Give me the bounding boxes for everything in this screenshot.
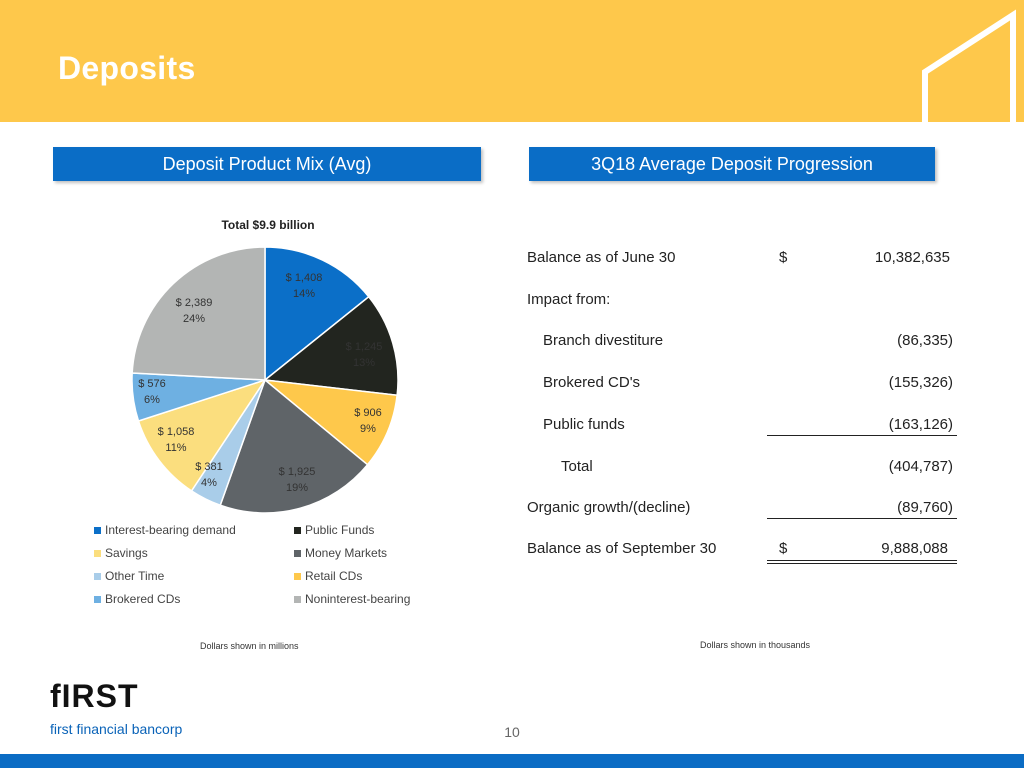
slice-percent: 9% [360, 423, 376, 435]
legend-swatch [294, 526, 301, 534]
subtotal-rule [767, 435, 957, 436]
slice-value: $ 1,058 [157, 426, 195, 438]
legend-swatch [94, 549, 101, 557]
pie-slice-interest-bearing-demand [264, 246, 370, 382]
legend-swatch [294, 595, 301, 603]
balance-sept-currency: $ [779, 540, 788, 557]
double-rule-top [767, 560, 957, 561]
slice-label-noninterest-bearing: $ 2,389 24% [168, 295, 220, 327]
branch-divestiture-value: (86,335) [897, 332, 953, 349]
legend-label: Retail CDs [305, 569, 363, 583]
slice-label-public-funds: $ 1,245 13% [340, 339, 388, 371]
total-label: Total [561, 458, 593, 475]
balance-june-value: 10,382,635 [874, 249, 950, 266]
page-number: 10 [504, 724, 520, 740]
slice-value: $ 576 [138, 378, 166, 390]
legend-label: Brokered CDs [105, 592, 181, 606]
header-band: Deposits [0, 0, 1024, 122]
slice-value: $ 906 [354, 407, 382, 419]
slice-label-savings: $ 1,058 11% [150, 424, 202, 456]
legend-swatch [294, 572, 301, 580]
brokered-cds-value: (155,326) [888, 374, 953, 391]
slice-value: $ 1,245 [345, 341, 383, 353]
legend-label: Savings [105, 546, 148, 560]
pie-slice-money-markets [219, 378, 369, 514]
legend-item-other-time: Other Time [94, 569, 164, 583]
balance-sept-label: Balance as of September 30 [527, 540, 717, 557]
bottom-accent-bar [0, 754, 1024, 768]
slice-label-brokered-cds: $ 576 6% [128, 376, 176, 408]
slice-label-other-time: $ 381 4% [190, 459, 228, 491]
legend-item-public-funds: Public Funds [294, 523, 374, 537]
pie-slice-savings [137, 378, 267, 492]
branch-divestiture-label: Branch divestiture [543, 332, 664, 349]
slice-value: $ 1,408 [285, 272, 323, 284]
slice-value: $ 1,925 [278, 466, 316, 478]
slice-percent: 11% [165, 442, 187, 454]
legend-item-retail-cds: Retail CDs [294, 569, 362, 583]
legend-label: Public Funds [305, 523, 375, 537]
slice-label-interest-bearing-demand: $ 1,408 14% [280, 270, 328, 302]
balance-june-currency: $ [779, 249, 788, 266]
deposit-progression-heading: 3Q18 Average Deposit Progression [529, 147, 935, 181]
slice-label-money-markets: $ 1,925 19% [273, 464, 321, 496]
slice-value: $ 2,389 [175, 297, 213, 309]
organic-growth-label: Organic growth/(decline) [527, 499, 691, 516]
slice-percent: 24% [182, 313, 206, 325]
millions-note: Dollars shown in millions [200, 641, 299, 651]
first-financial-bancorp-logo-text: first financial bancorp [50, 721, 183, 737]
product-mix-heading: Deposit Product Mix (Avg) [53, 147, 481, 181]
slice-percent: 14% [292, 288, 316, 300]
legend-item-savings: Savings [94, 546, 148, 560]
header-building-graphic [922, 9, 1016, 122]
balance-june-label: Balance as of June 30 [527, 249, 676, 266]
double-rule-bottom [767, 563, 957, 564]
legend-swatch [94, 526, 101, 534]
slice-percent: 19% [285, 482, 309, 494]
legend-item-interest-bearing-demand: Interest-bearing demand [94, 523, 236, 537]
total-value: (404,787) [888, 458, 953, 475]
public-funds-value: (163,126) [888, 416, 953, 433]
legend-swatch [94, 595, 101, 603]
legend-label: Interest-bearing demand [105, 523, 236, 537]
legend-label: Money Markets [305, 546, 388, 560]
legend-label: Other Time [105, 569, 165, 583]
slice-percent: 13% [352, 357, 376, 369]
legend-item-noninterest-bearing: Noninterest-bearing [294, 592, 410, 606]
page-title: Deposits [58, 50, 196, 86]
organic-rule [767, 518, 957, 519]
impact-from-label: Impact from: [527, 291, 611, 308]
organic-growth-value: (89,760) [897, 499, 953, 516]
public-funds-label: Public funds [543, 416, 625, 433]
slice-percent: 4% [201, 477, 217, 489]
brokered-cds-label: Brokered CD's [543, 374, 641, 391]
legend-item-money-markets: Money Markets [294, 546, 387, 560]
pie-chart-title: Total $9.9 billion [221, 218, 315, 232]
legend-item-brokered-cds: Brokered CDs [94, 592, 180, 606]
first-logo: fIRST [50, 678, 139, 714]
pie-slice-public-funds [263, 295, 399, 397]
thousands-note: Dollars shown in thousands [700, 640, 811, 650]
legend-swatch [294, 549, 301, 557]
balance-sept-value: 9,888,088 [881, 540, 948, 557]
legend-label: Noninterest-bearing [305, 592, 411, 606]
slice-value: $ 381 [195, 461, 223, 473]
slice-label-retail-cds: $ 906 9% [345, 405, 391, 437]
slice-percent: 6% [144, 394, 160, 406]
legend-swatch [94, 572, 101, 580]
pie-slice-noninterest-bearing [131, 246, 266, 381]
